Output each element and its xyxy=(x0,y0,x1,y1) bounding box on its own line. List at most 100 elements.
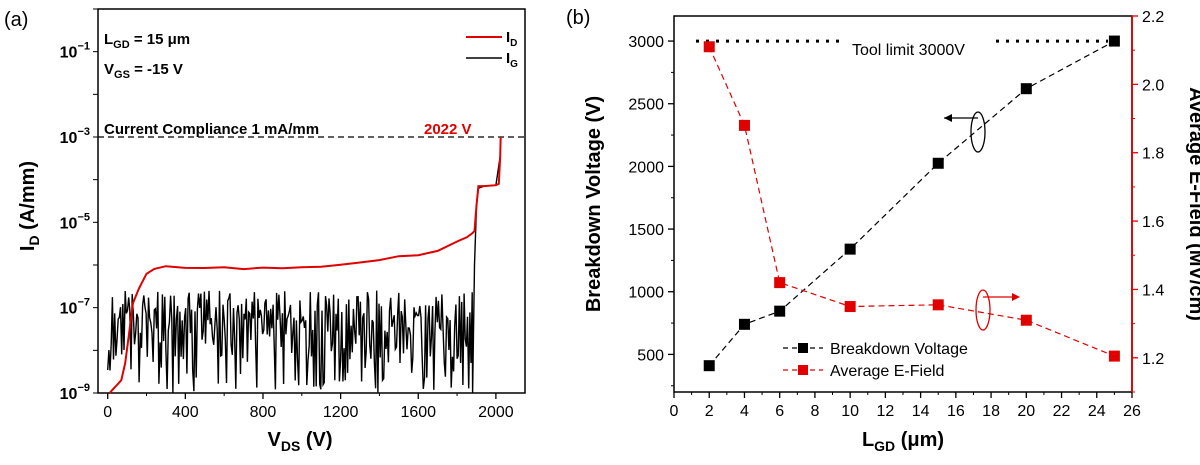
b-left-tick-label: 2000 xyxy=(628,159,664,176)
b-left-tick-label: 1500 xyxy=(628,222,664,239)
a-y-tick-base: 10 xyxy=(60,386,78,403)
b-x-tick-label: 24 xyxy=(1088,403,1106,420)
a-y-tick-exp: −7 xyxy=(77,297,90,309)
left-axis-indicator xyxy=(944,111,986,153)
b-x-tick-label: 8 xyxy=(810,403,819,420)
panel-a-series xyxy=(107,136,502,394)
legend-id-sym: I xyxy=(506,29,510,46)
panel-a-x-axis-title: VDS (V) xyxy=(267,429,332,454)
panel-b-right-y-ticks: 1.2 1.4 1.6 1.8 2.0 2.2 xyxy=(1131,9,1164,393)
series-0-point xyxy=(844,243,856,255)
b-right-tick-label: 2.2 xyxy=(1142,9,1164,26)
a-y-tick-base: 10 xyxy=(60,45,78,62)
series-1-point xyxy=(774,277,786,289)
a-y-tick-label: 10−9 xyxy=(60,382,90,403)
panel-b-xlabel-sub: GD xyxy=(874,438,895,454)
left-indicator-arrowhead xyxy=(944,114,952,122)
b-x-tick-label: 6 xyxy=(775,403,784,420)
right-indicator-ellipse xyxy=(975,289,991,331)
b-right-tick-label: 1.6 xyxy=(1142,214,1164,231)
b-x-tick-label: 22 xyxy=(1053,403,1071,420)
vgs-sub: GS xyxy=(114,69,130,81)
b-x-tick-label: 12 xyxy=(876,403,894,420)
panel-b-plot-frame xyxy=(673,15,1133,393)
series-0-point xyxy=(1108,35,1120,47)
panel-a-ylabel-unit: (A/mm) xyxy=(17,161,39,235)
legend-bv-swatch-marker xyxy=(798,343,808,353)
a-x-tick-label: 2000 xyxy=(478,404,514,421)
b-left-tick-label: 1000 xyxy=(628,285,664,302)
lgd-sym: L xyxy=(104,31,113,48)
panel-b-series xyxy=(703,35,1120,372)
panel-b-left-y-axis-title: Breakdown Voltage (V) xyxy=(583,96,605,312)
panel-a-ylabel-main: I xyxy=(17,246,39,252)
a-y-tick-exp: −9 xyxy=(77,382,90,394)
a-x-tick-label: 800 xyxy=(250,404,277,421)
series-1-line xyxy=(708,46,1115,357)
panel-a-xlabel-main: V xyxy=(267,429,281,451)
panel-b-x-axis-title: LGD (μm) xyxy=(862,429,944,454)
legend-ig-sub: G xyxy=(510,59,518,70)
b-x-tick-label: 26 xyxy=(1123,403,1141,420)
panel-b-legend: Breakdown Voltage Average E-Field xyxy=(783,341,968,380)
b-left-tick-label: 2500 xyxy=(628,97,664,114)
series-0-point xyxy=(1020,83,1032,95)
right-indicator-arrowhead xyxy=(1012,293,1020,301)
breakdown-voltage-label: 2022 V xyxy=(424,121,472,138)
series-id-line xyxy=(108,136,502,394)
b-right-tick-label: 1.4 xyxy=(1142,282,1164,299)
panel-b-left-y-ticks: 500 1000 1500 2000 2500 3000 xyxy=(628,34,674,387)
series-1-point xyxy=(738,119,750,131)
a-y-tick-base: 10 xyxy=(60,215,78,232)
series-1-point xyxy=(1020,314,1032,326)
compliance-label: Current Compliance 1 mA/mm xyxy=(104,121,319,138)
legend-id-label: ID xyxy=(506,29,517,49)
panel-a-y-axis-title: ID (A/mm) xyxy=(17,161,42,251)
right-axis-indicator xyxy=(975,289,1020,331)
series-0-point xyxy=(738,318,750,330)
a-y-tick-exp: −1 xyxy=(77,41,90,53)
vgs-rest: = -15 V xyxy=(130,61,183,78)
a-y-tick-exp: −3 xyxy=(77,126,90,138)
tool-limit-label: Tool limit 3000V xyxy=(852,42,965,59)
b-right-tick-label: 1.2 xyxy=(1142,351,1164,368)
legend-id-sub: D xyxy=(510,38,517,49)
vgs-sym: V xyxy=(104,61,114,78)
a-y-tick-label: 10−1 xyxy=(60,41,90,62)
panel-a-legend: ID IG xyxy=(466,29,518,70)
a-x-tick-label: 1600 xyxy=(400,404,436,421)
a-y-tick-label: 10−3 xyxy=(60,126,90,147)
panel-b-x-ticks: 0 2 4 6 8 10 12 14 16 18 20 22 24 26 xyxy=(670,392,1141,420)
b-right-tick-label: 1.8 xyxy=(1142,146,1164,163)
series-0-point xyxy=(774,305,786,317)
legend-ef-label: Average E-Field xyxy=(830,363,944,380)
b-x-tick-label: 18 xyxy=(982,403,1000,420)
panel-b-xlabel-main: L xyxy=(862,429,874,451)
b-x-tick-label: 20 xyxy=(1017,403,1035,420)
b-x-tick-label: 4 xyxy=(740,403,749,420)
panel-b-xlabel-unit: (μm) xyxy=(895,429,944,451)
b-x-tick-label: 14 xyxy=(912,403,930,420)
tool-limit-label-bg xyxy=(840,36,990,60)
series-0-line xyxy=(708,40,1115,367)
lgd-sub: GD xyxy=(113,39,130,51)
a-y-tick-base: 10 xyxy=(60,301,78,318)
b-x-tick-label: 0 xyxy=(670,403,679,420)
panel-a-vgs-annotation: VGS = -15 V xyxy=(104,61,183,81)
panel-b-right-y-axis-title: Average E-Field (MV/cm) xyxy=(1185,87,1200,321)
legend-ig-sym: I xyxy=(506,50,510,67)
a-x-tick-label: 0 xyxy=(103,404,112,421)
panel-b: (b) 0 2 4 6 8 10 12 14 16 18 20 22 24 26 500100015002… xyxy=(566,7,1200,454)
a-y-tick-label: 10−7 xyxy=(60,297,90,318)
legend-ef-swatch-marker xyxy=(798,365,808,375)
b-x-tick-label: 16 xyxy=(947,403,965,420)
a-x-tick-label: 400 xyxy=(172,404,199,421)
panel-a-label: (a) xyxy=(4,9,28,31)
panel-a-xlabel-unit: (V) xyxy=(300,429,332,451)
lgd-rest: = 15 μm xyxy=(130,31,190,48)
panel-a-y-ticks: 10−910−710−510−310−1 xyxy=(60,8,98,403)
panel-a: (a) 0 400 800 1200 1600 2000 10−910−710−510−3… xyxy=(4,8,526,454)
panel-a-xlabel-sub: DS xyxy=(281,438,300,454)
b-left-tick-label: 3000 xyxy=(628,34,664,51)
